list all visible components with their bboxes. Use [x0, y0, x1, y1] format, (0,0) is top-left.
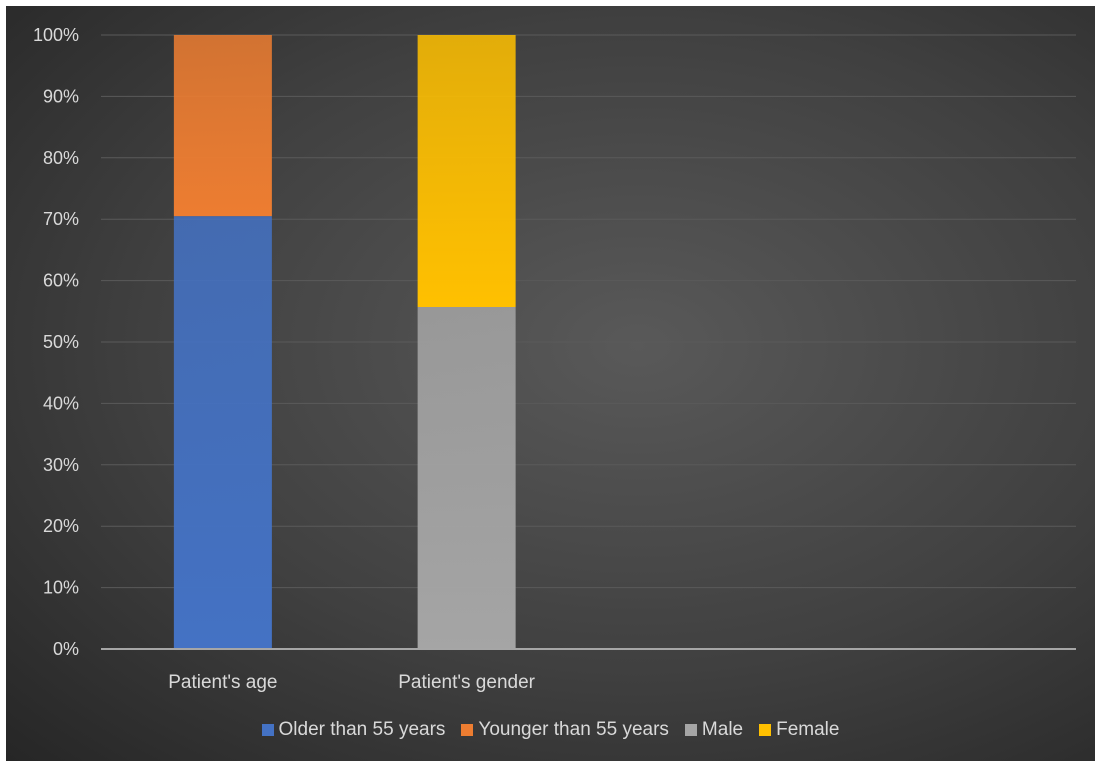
legend-label: Older than 55 years: [278, 719, 446, 740]
y-tick-label: 100%: [33, 25, 79, 45]
y-tick-label: 60%: [43, 271, 79, 291]
y-tick-label: 0%: [53, 639, 79, 659]
legend-item: Older than 55 years: [261, 719, 446, 741]
chart-area: 0% 10% 20% 30% 40% 50% 60% 70% 80% 90% 100% Patient…: [6, 6, 1095, 761]
bar-segment-female: [417, 35, 516, 308]
x-category-label: Patient's age: [168, 672, 277, 693]
y-tick-label: 90%: [43, 86, 79, 106]
legend-label: Younger than 55 years: [478, 719, 669, 740]
legend-item: Younger than 55 years: [461, 719, 669, 741]
legend-item: Female: [759, 719, 839, 741]
bar-segment-male: [417, 307, 516, 649]
y-tick-label: 10%: [43, 578, 79, 598]
y-tick-label: 80%: [43, 148, 79, 168]
legend-item: Male: [684, 719, 744, 741]
y-tick-label: 50%: [43, 332, 79, 352]
y-tick-label: 40%: [43, 393, 79, 413]
x-category-label: Patient's gender: [398, 672, 535, 693]
legend-swatch: [759, 724, 772, 736]
legend-swatch: [684, 724, 697, 736]
y-tick-label: 20%: [43, 516, 79, 536]
chart-plot: 0% 10% 20% 30% 40% 50% 60% 70% 80% 90% 100% Patient…: [33, 25, 1076, 693]
bars: [173, 35, 516, 649]
legend-label: Male: [701, 719, 744, 740]
y-tick-label: 70%: [43, 209, 79, 229]
legend-label: Female: [776, 719, 840, 740]
bar-segment-older-than-55-years: [173, 216, 272, 649]
legend-swatch: [261, 724, 274, 736]
legend: Older than 55 years Younger than 55 years…: [6, 719, 1095, 741]
legend-swatch: [461, 724, 474, 736]
bar-segment-younger-than-55-years: [173, 35, 272, 217]
axes: 0% 10% 20% 30% 40% 50% 60% 70% 80% 90% 100% Patient…: [33, 25, 1076, 693]
y-tick-label: 30%: [43, 455, 79, 475]
